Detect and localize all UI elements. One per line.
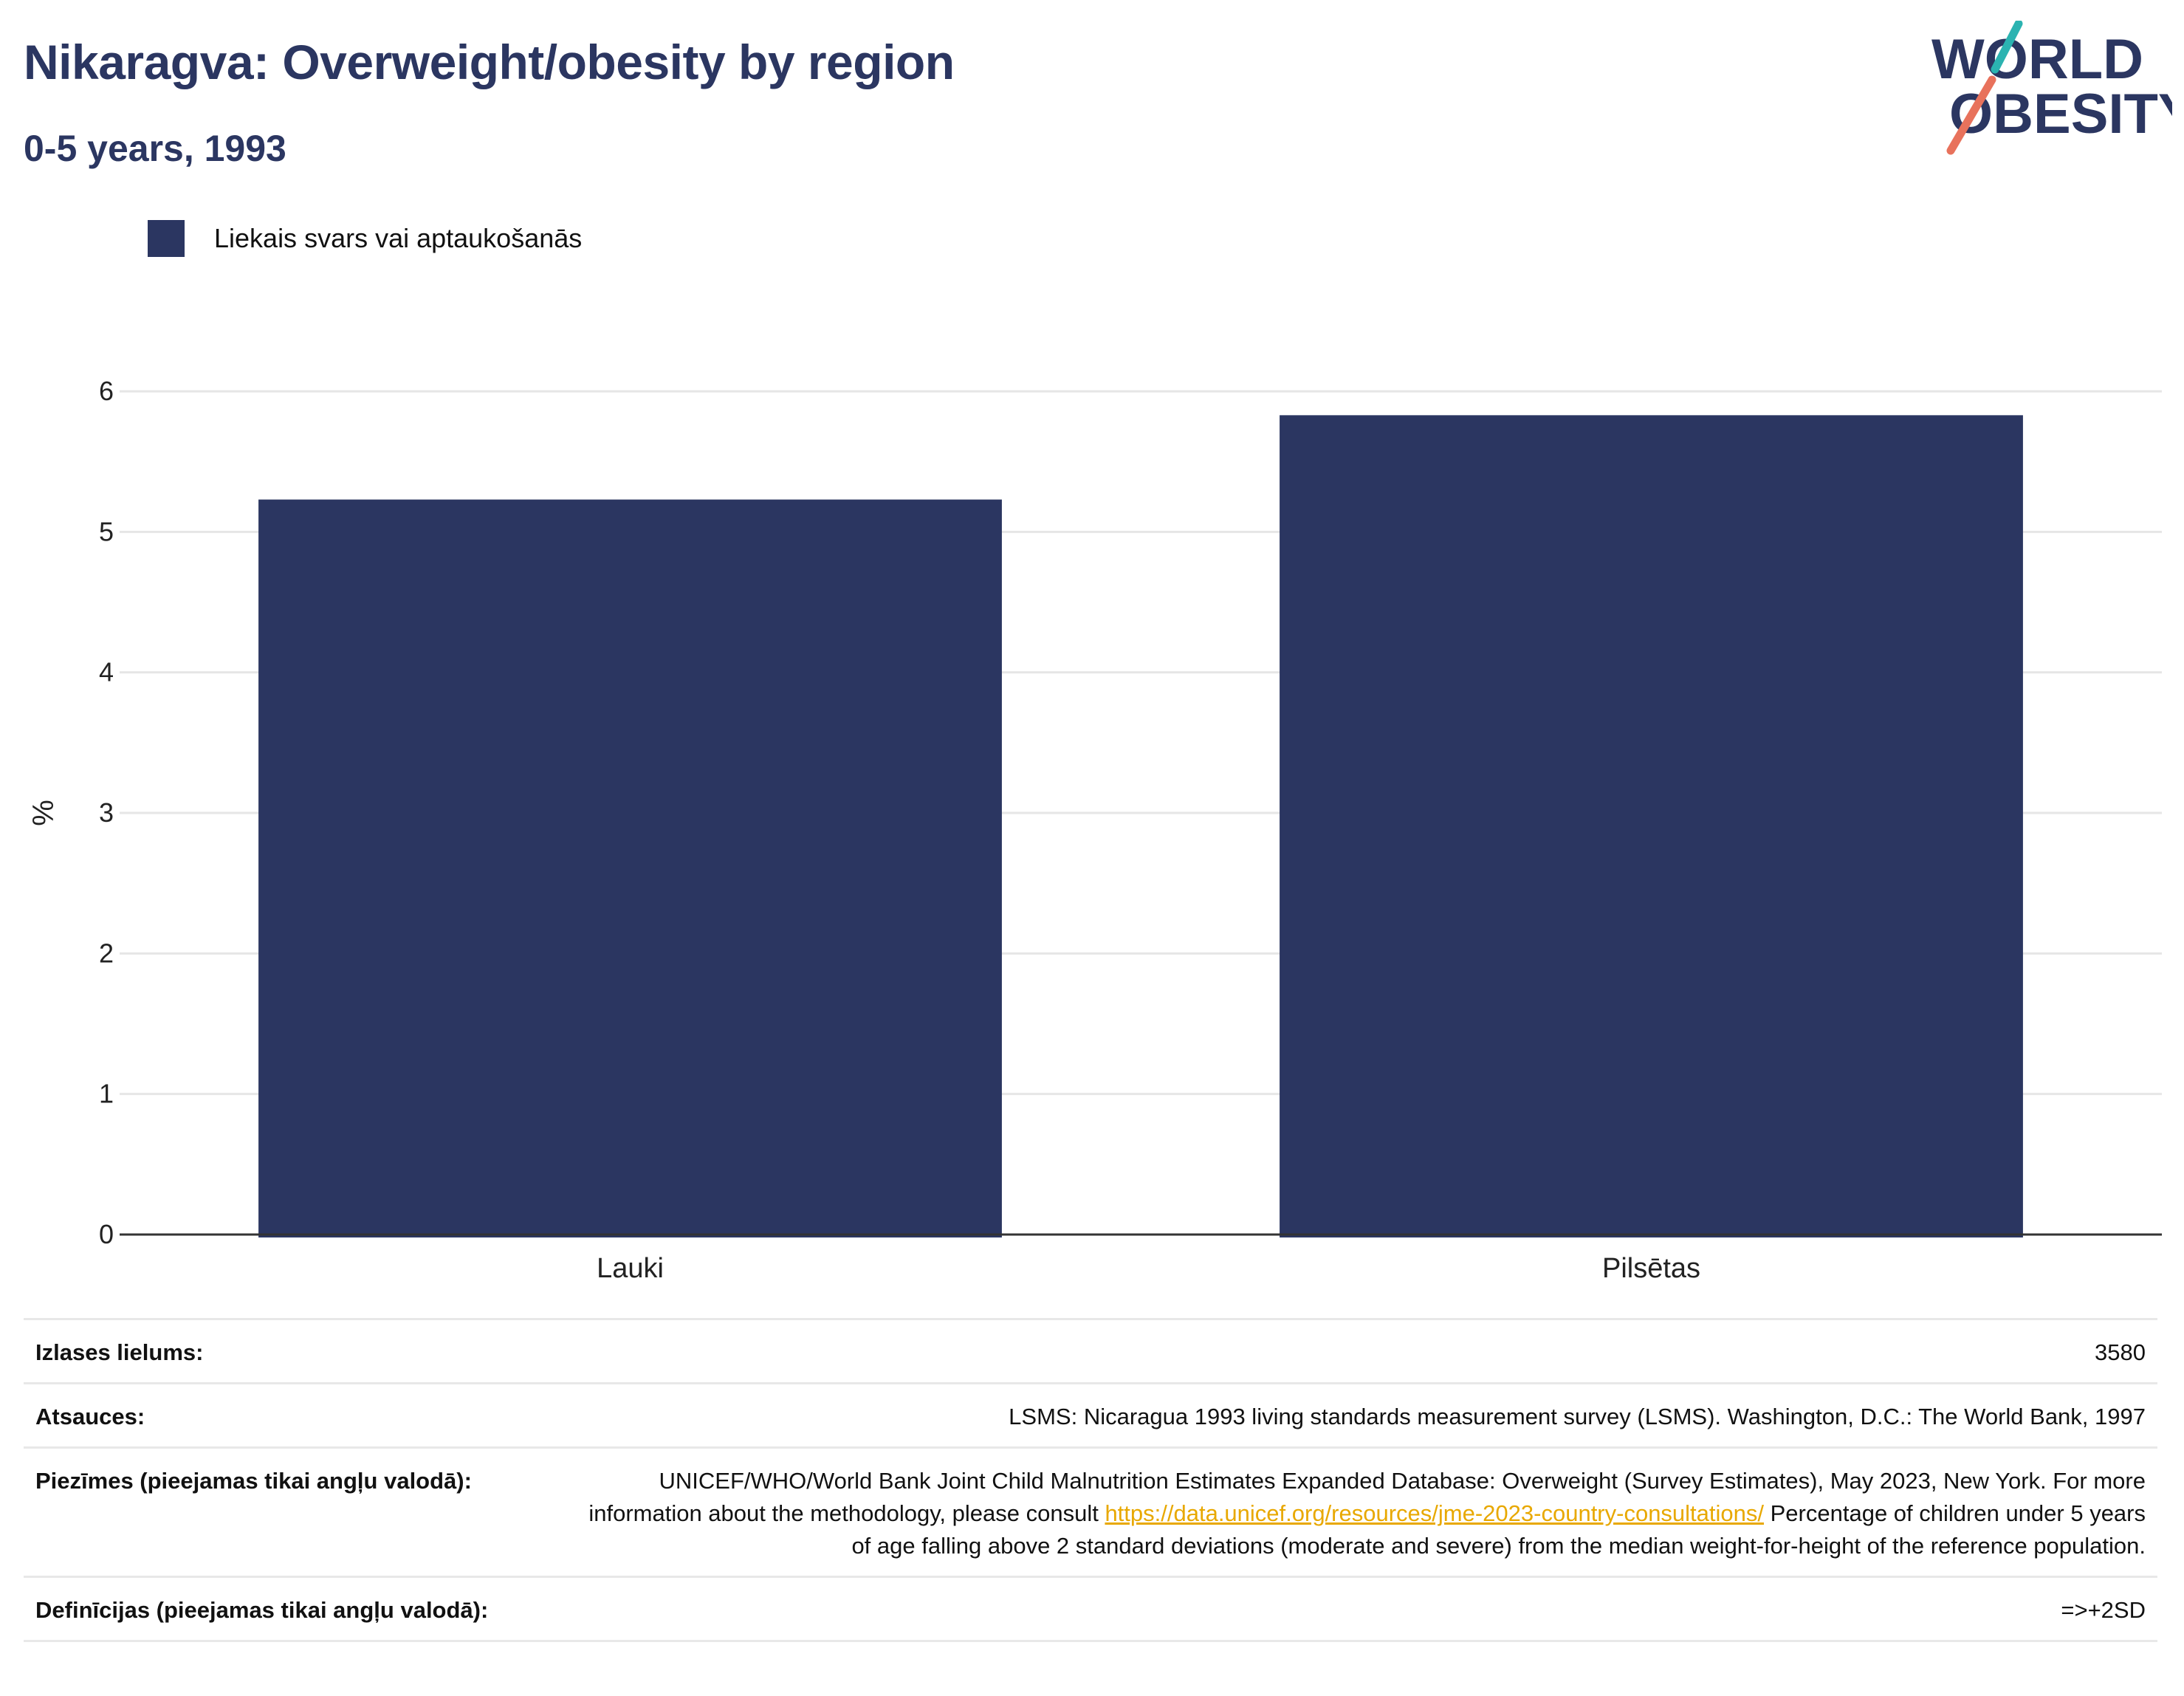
definitions-value: =>+2SD bbox=[2061, 1597, 2146, 1623]
legend-label: Liekais svars vai aptaukošanās bbox=[214, 223, 583, 253]
axes: 0 1 2 3 4 5 6 Lauki Pilsētas% bbox=[27, 376, 2162, 1284]
world-obesity-logo: WORLD OBESITY bbox=[1931, 21, 2172, 155]
logo-slash-coral bbox=[1946, 75, 1996, 155]
legend-swatch bbox=[148, 220, 185, 257]
y-axis-label: % bbox=[27, 800, 60, 826]
definitions-label: Definīcijas (pieejamas tikai angļu valod… bbox=[35, 1597, 489, 1623]
sample-size-value: 3580 bbox=[2095, 1339, 2146, 1365]
notes-link[interactable]: https://data.unicef.org/resources/jme-20… bbox=[1105, 1500, 1765, 1526]
info-row-definitions: Definīcijas (pieejamas tikai angļu valod… bbox=[24, 1576, 2157, 1642]
logo-slash-teal bbox=[1991, 21, 2023, 74]
y-tick-label: 2 bbox=[99, 938, 114, 968]
y-tick-label: 4 bbox=[99, 657, 114, 687]
info-row-sample-size: Izlases lielums: 3580 bbox=[24, 1318, 2157, 1382]
notes-text-after: Percentage of children under 5 years of … bbox=[851, 1500, 2146, 1559]
notes-text-before: UNICEF/WHO/World Bank Joint Child Malnut… bbox=[588, 1468, 2146, 1526]
y-tick-label: 3 bbox=[99, 797, 114, 828]
bar-pilsētas bbox=[1280, 415, 2023, 1237]
notes-label: Piezīmes (pieejamas tikai angļu valodā): bbox=[35, 1468, 472, 1494]
chart-legend[interactable]: Liekais svars vai aptaukošanās bbox=[148, 220, 582, 257]
x-tick-label: Lauki bbox=[597, 1253, 664, 1284]
bars bbox=[258, 415, 2023, 1237]
chart-subtitle: 0-5 years, 1993 bbox=[24, 128, 286, 169]
info-row-notes: Piezīmes (pieejamas tikai angļu valodā):… bbox=[24, 1446, 2157, 1576]
x-tick-label: Pilsētas bbox=[1602, 1253, 1700, 1284]
notes-value: UNICEF/WHO/World Bank Joint Child Malnut… bbox=[588, 1465, 2146, 1562]
sources-value: LSMS: Nicaragua 1993 living standards me… bbox=[1009, 1404, 2146, 1429]
logo-line-world: WORLD bbox=[1931, 28, 2143, 91]
y-tick-label: 0 bbox=[99, 1219, 114, 1249]
chart-title: Nikaragva: Overweight/obesity by region bbox=[24, 35, 955, 89]
info-table: Izlases lielums: 3580 Atsauces: LSMS: Ni… bbox=[24, 1318, 2157, 1642]
bar-chart: 0 1 2 3 4 5 6 Lauki Pilsētas% bbox=[27, 376, 2162, 1284]
info-row-sources: Atsauces: LSMS: Nicaragua 1993 living st… bbox=[24, 1382, 2157, 1446]
bar-lauki bbox=[258, 499, 1002, 1237]
y-tick-label: 5 bbox=[99, 516, 114, 546]
sources-label: Atsauces: bbox=[35, 1404, 145, 1429]
y-tick-label: 1 bbox=[99, 1079, 114, 1109]
y-tick-label: 6 bbox=[99, 376, 114, 406]
sample-size-label: Izlases lielums: bbox=[35, 1339, 204, 1365]
